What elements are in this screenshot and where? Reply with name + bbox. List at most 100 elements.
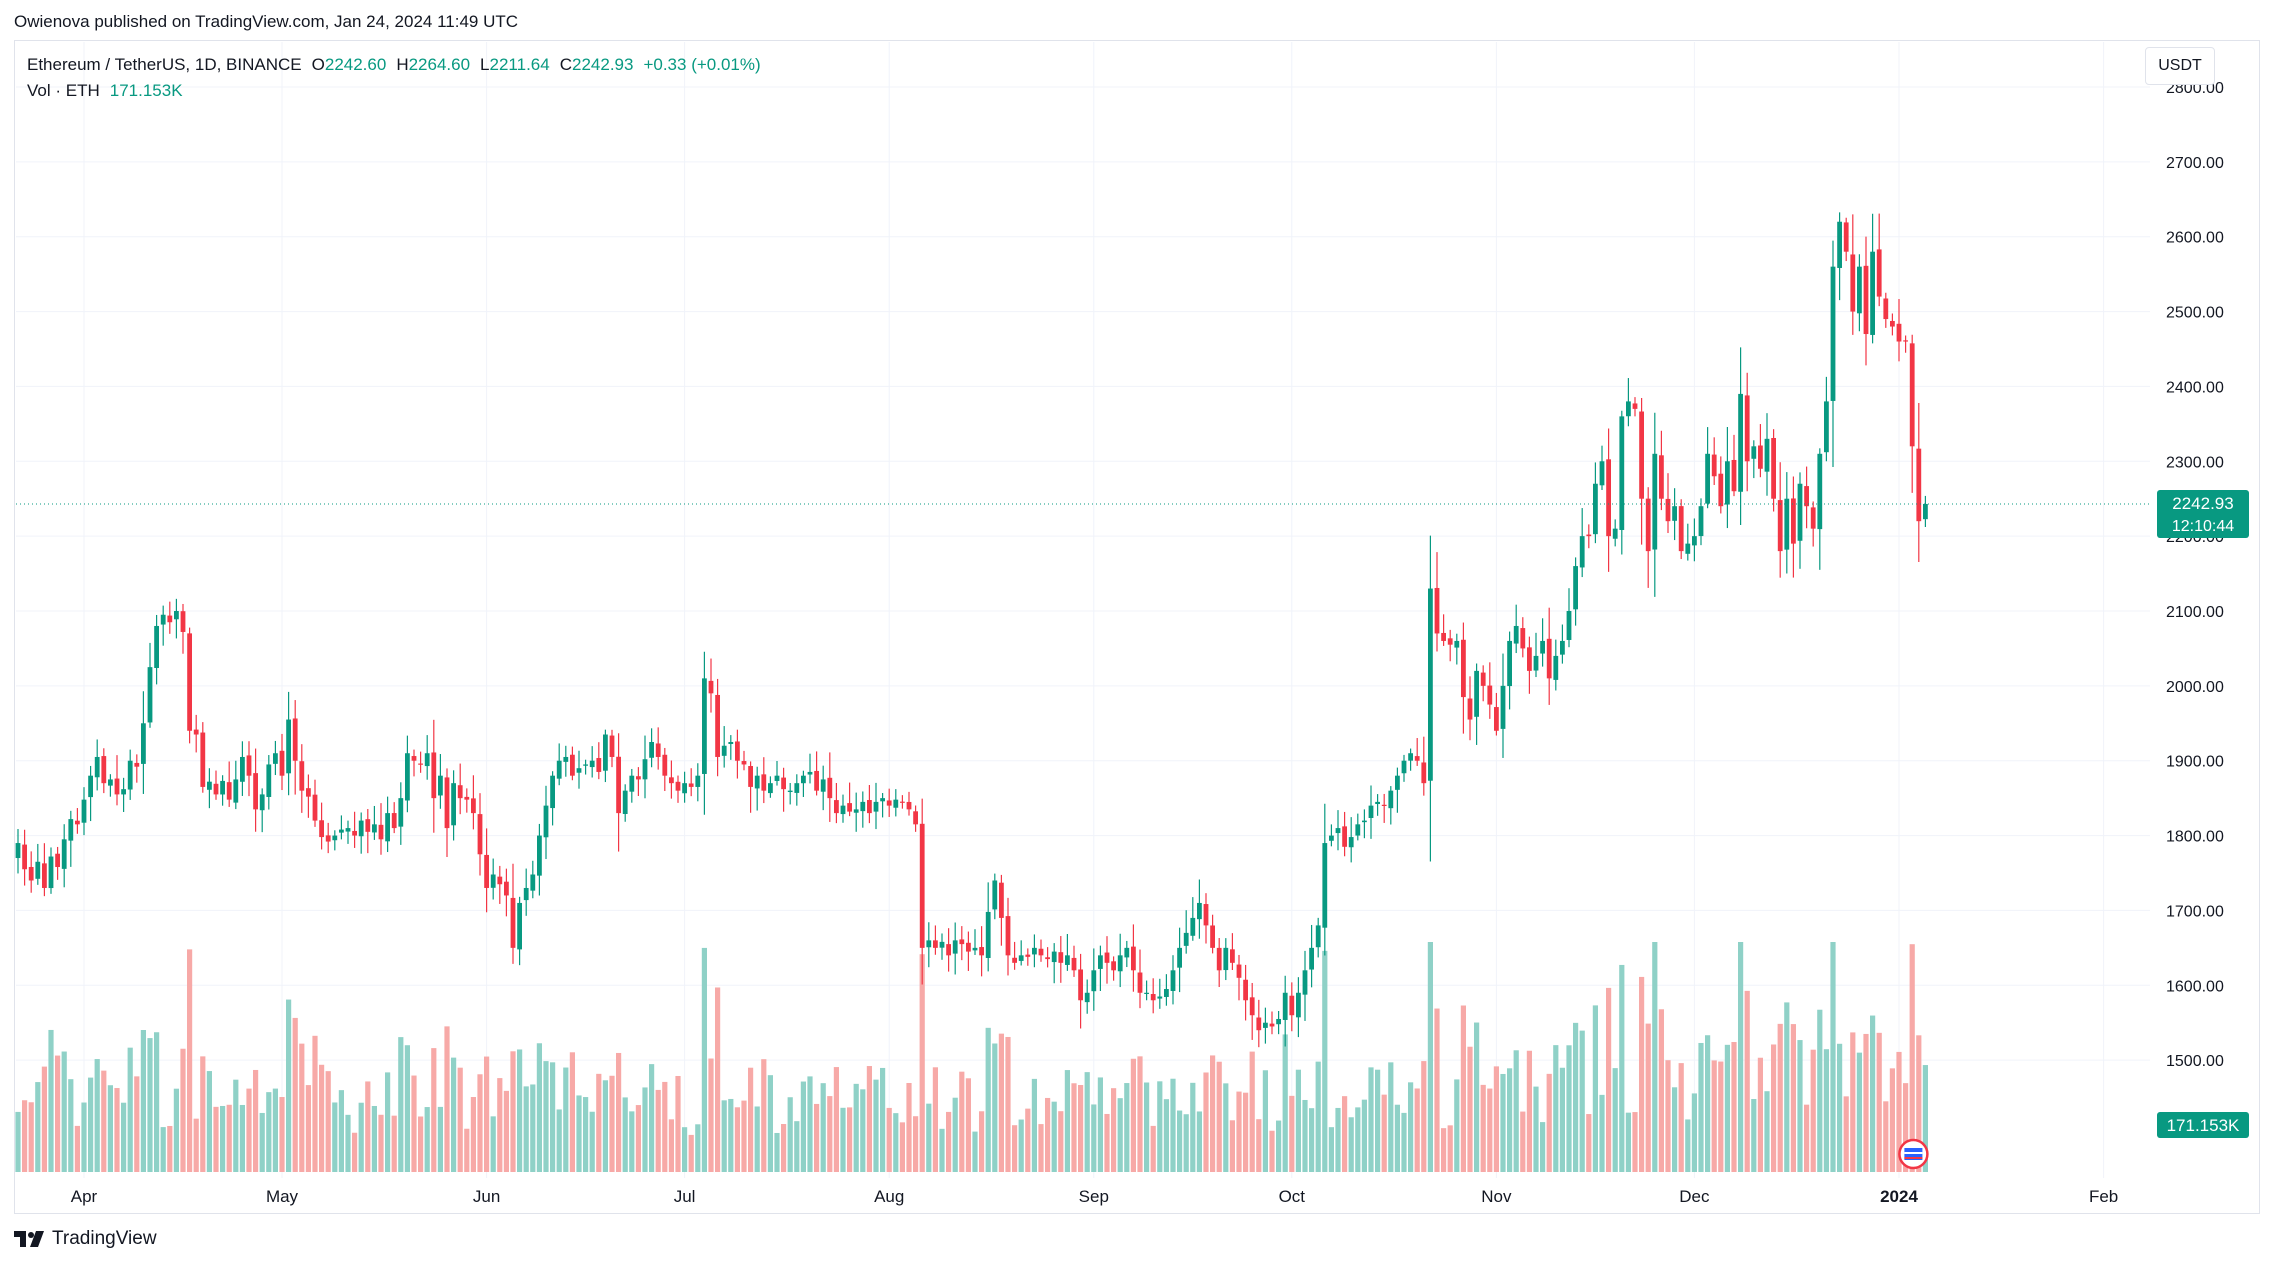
legend-change: +0.33 (+0.01%) (643, 55, 761, 74)
time-tick-label: Jul (674, 1187, 696, 1206)
candle-body (985, 911, 991, 958)
volume-bar (385, 1072, 391, 1172)
volume-bar (1216, 1061, 1222, 1172)
legend-volume-label: Vol · ETH (27, 81, 100, 100)
volume-bar (1401, 1112, 1407, 1172)
volume-bar (1553, 1045, 1559, 1172)
tradingview-brand: TradingView (52, 1228, 157, 1249)
candle-body (174, 611, 179, 620)
volume-bar (206, 1071, 212, 1172)
volume-bar (629, 1111, 635, 1172)
candle-body (141, 723, 146, 764)
volume-bar (28, 1102, 34, 1172)
volume-bar (154, 1032, 160, 1172)
volume-bar (279, 1097, 285, 1172)
volume-bar (926, 1103, 932, 1172)
candle-body (1381, 804, 1387, 806)
candle-body (1329, 835, 1334, 841)
price-tick-label: 2400.00 (2166, 379, 2224, 396)
candle-body (1573, 566, 1578, 610)
candle-body (160, 614, 166, 625)
volume-bar (965, 1078, 971, 1172)
candle-body (1494, 707, 1499, 731)
candle-body (748, 766, 753, 787)
candle-body (1731, 459, 1737, 492)
volume-bar (820, 1083, 826, 1172)
legend-symbol: Ethereum / TetherUS, 1D, BINANCE (27, 55, 302, 74)
candle-body (530, 874, 536, 891)
candle-body (22, 844, 27, 870)
candle-body (213, 783, 219, 795)
candle-body (840, 805, 846, 815)
volume-bar (840, 1107, 846, 1172)
candle-body (147, 667, 153, 723)
time-tick-label: Jun (473, 1187, 500, 1206)
candle-body (1665, 498, 1671, 522)
volume-bar (1467, 1046, 1473, 1172)
volume-bar (1645, 1023, 1651, 1172)
volume-badge-label: 171.153K (2167, 1116, 2240, 1135)
candle-body (1876, 249, 1882, 297)
volume-bar (1302, 1099, 1308, 1172)
candle-body (1348, 837, 1354, 848)
candle-body (537, 835, 542, 876)
candle-body (603, 734, 608, 771)
candle-body (992, 880, 998, 910)
volume-bar (1889, 1068, 1895, 1172)
volume-bar (1045, 1097, 1051, 1172)
volume-bar (748, 1067, 754, 1172)
volume-bar (404, 1045, 410, 1172)
volume-bar (1751, 1098, 1757, 1172)
price-axis[interactable]: 1500.00 1600.00 1700.00 1800.00 1900.00 2000.… (2166, 80, 2224, 1070)
time-tick-label: 2024 (1880, 1187, 1918, 1206)
tradingview-logo[interactable]: TradingView (14, 1228, 157, 1250)
volume-bar (477, 1074, 483, 1172)
candle-body (1276, 1018, 1281, 1025)
volume-bar (1823, 1049, 1829, 1172)
candle-body (1447, 638, 1453, 645)
candle-body (563, 756, 569, 762)
candle-body (517, 902, 522, 950)
volume-bar (200, 1056, 206, 1172)
candle-body (352, 830, 357, 836)
legend-high-value: 2264.60 (408, 55, 471, 74)
volume-bar (484, 1056, 490, 1172)
volume-bar (695, 1124, 701, 1172)
candle-body (1269, 1023, 1275, 1027)
volume-bar (721, 1100, 727, 1172)
candle-body (358, 820, 364, 837)
volume-bar (1810, 1049, 1816, 1172)
volume-bar (1896, 1051, 1902, 1172)
candle-body (794, 783, 800, 793)
volume-bar (1546, 1073, 1552, 1172)
time-tick-label: May (266, 1187, 299, 1206)
time-axis[interactable]: Apr May Jun Jul Aug Sep Oct Nov Dec 2024 Feb (71, 1187, 2118, 1206)
volume-bar (68, 1079, 74, 1172)
volume-bar (728, 1098, 734, 1172)
volume-bar (378, 1114, 384, 1172)
volume-bar (140, 1030, 146, 1172)
chart-frame[interactable] (14, 40, 2260, 1214)
volume-bar (147, 1038, 153, 1172)
candle-body (1850, 254, 1856, 312)
candle-body (1738, 393, 1743, 492)
volume-bar (596, 1073, 602, 1172)
volume-bar (800, 1081, 806, 1172)
candle-body (1091, 970, 1097, 992)
candle-body (451, 783, 456, 826)
volume-bar (1922, 1065, 1928, 1172)
candle-body (253, 773, 258, 810)
candle-body (418, 763, 423, 765)
volume-bar (1348, 1117, 1354, 1172)
volume-bar (1599, 1094, 1605, 1172)
volume-bar (682, 1127, 688, 1172)
volume-bar (1388, 1062, 1394, 1172)
volume-bar (312, 1035, 318, 1172)
currency-button[interactable]: USDT (2145, 47, 2215, 85)
candle-body (1309, 947, 1314, 970)
volume-bar (1342, 1096, 1348, 1172)
candle-body (1916, 448, 1922, 522)
candle-body (1652, 453, 1658, 550)
volume-bar (939, 1128, 945, 1172)
